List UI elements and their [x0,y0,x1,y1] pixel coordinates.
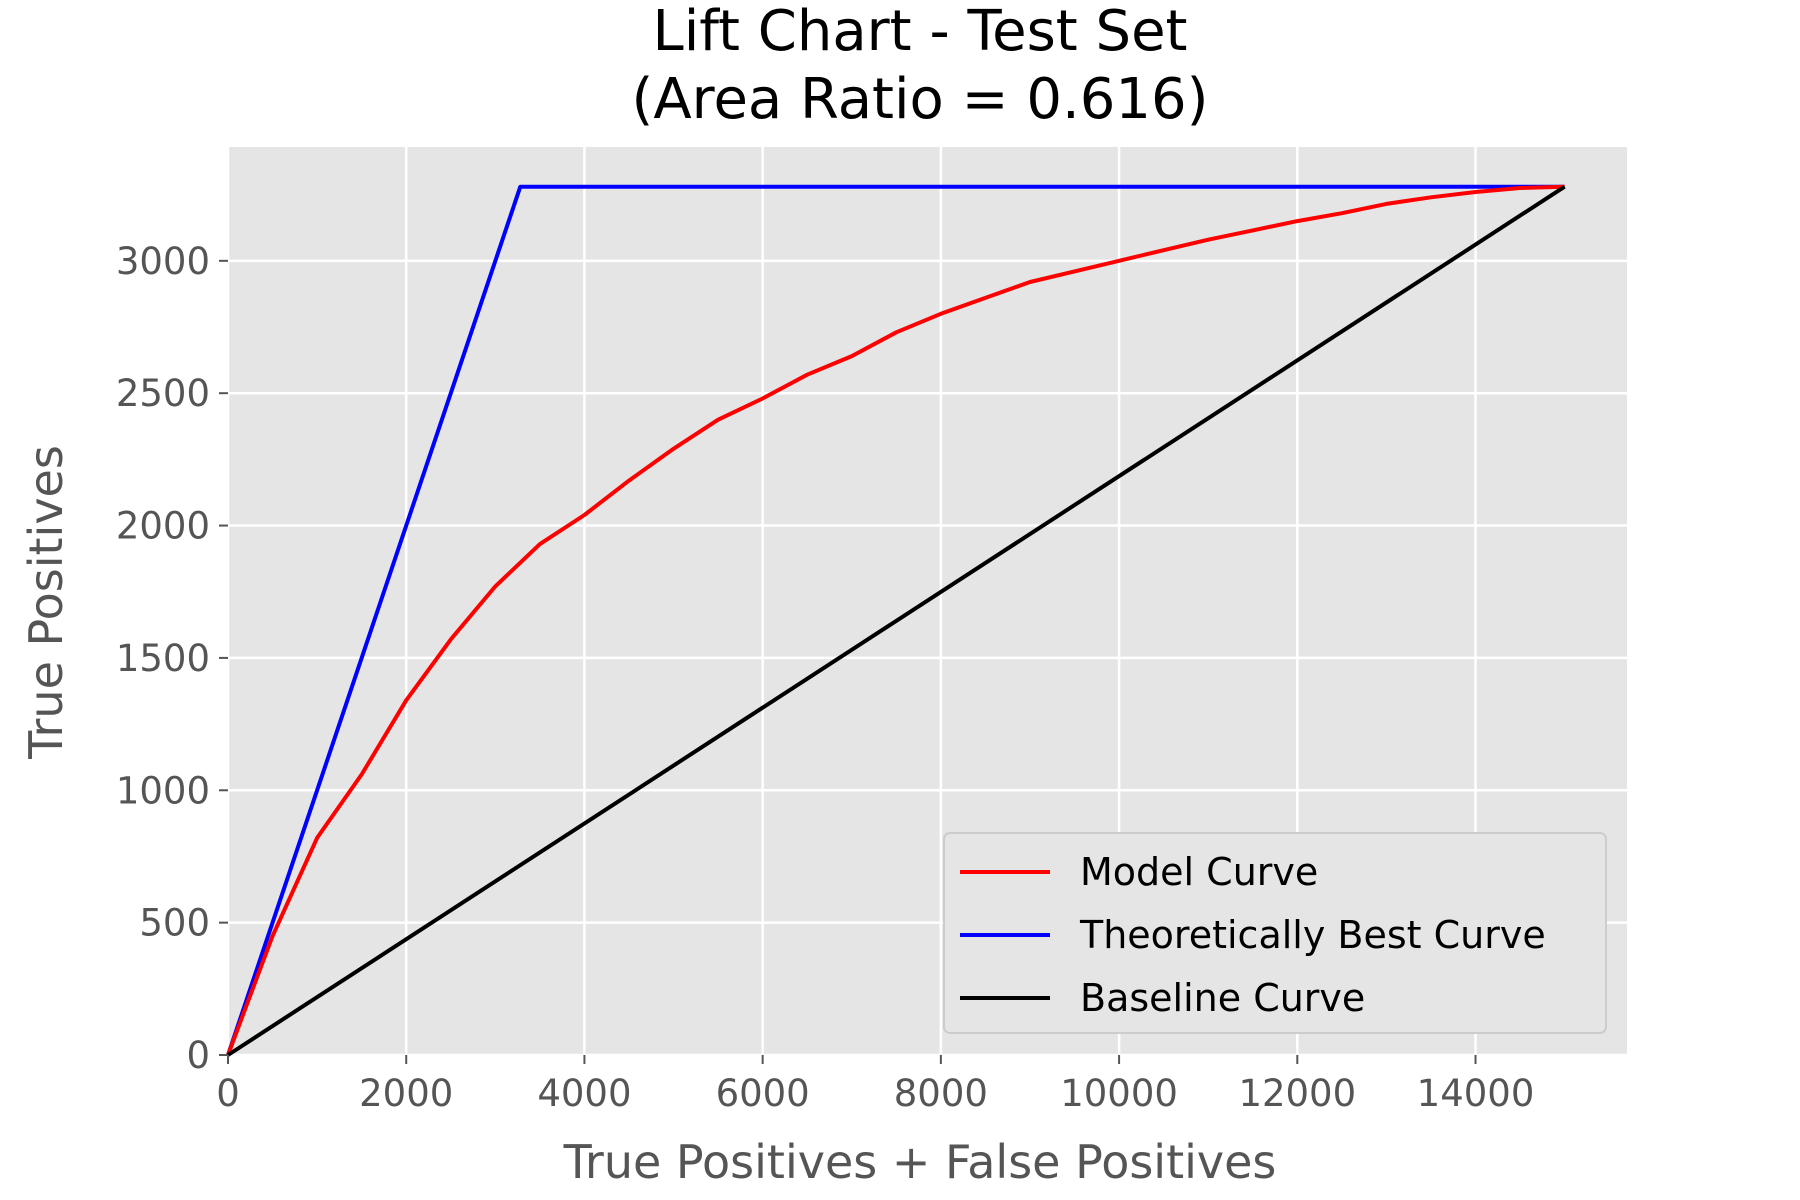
x-tick-label: 10000 [1060,1072,1178,1115]
legend-box [943,832,1607,1034]
series-line-theoretically-best-curve [226,184,1565,1056]
y-tick-label: 500 [139,902,210,945]
x-axis-title: True Positives + False Positives [563,1135,1277,1189]
x-tick-label: 12000 [1238,1072,1356,1115]
series-line-model-curve [226,184,1565,1056]
y-tick-label: 1000 [116,769,210,812]
legend-label: Baseline Curve [1080,976,1365,1020]
chart-subtitle: (Area Ratio = 0.616) [632,67,1209,132]
y-tick-label: 1500 [116,637,210,680]
legend-items: Model Curve Theoretically Best Curve Basel… [960,850,1546,1020]
x-tick-label: 6000 [716,1072,810,1115]
legend-label: Model Curve [1080,850,1318,894]
y-tick-label: 0 [186,1034,210,1077]
y-axis-title: True Positives [19,445,73,760]
x-tick-label: 0 [216,1072,240,1115]
x-tick-label: 8000 [894,1072,988,1115]
x-tick-label: 2000 [359,1072,453,1115]
y-tick-label: 3000 [116,240,210,283]
chart-title: Lift Chart - Test Set [653,0,1188,64]
x-tick-label: 14000 [1417,1072,1535,1115]
legend: Model Curve Theoretically Best Curve Basel… [943,832,1607,1034]
series-line-baseline-curve [226,185,1566,1057]
y-tick-label: 2500 [116,372,210,415]
y-axis-ticks: 0 500 1000 1500 2000 2500 3000 [116,240,228,1077]
y-tick-label: 2000 [116,505,210,548]
x-axis-ticks: 0 2000 4000 6000 8000 10000 12000 14000 [216,1055,1534,1115]
x-tick-label: 4000 [537,1072,631,1115]
legend-label: Theoretically Best Curve [1079,913,1546,957]
series-lines [226,184,1566,1057]
